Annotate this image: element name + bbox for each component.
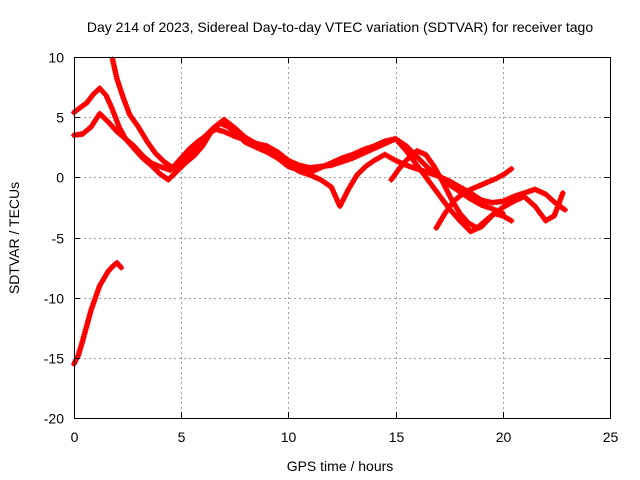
series-markers (433, 165, 515, 231)
y-axis-label: SDTVAR / TECUs (6, 182, 22, 294)
y-tick-label: -10 (44, 291, 64, 307)
series-track-d (388, 147, 515, 231)
x-tick-label: 5 (178, 429, 186, 445)
x-axis-label: GPS time / hours (287, 458, 394, 474)
y-tick-label: -15 (44, 351, 64, 367)
series-track-e (433, 165, 515, 231)
series-markers (71, 259, 125, 367)
x-tick-label: 15 (389, 429, 405, 445)
y-tick-label: 0 (56, 170, 64, 186)
y-tick-label: 5 (56, 110, 64, 126)
y-tick-label: 10 (48, 50, 64, 66)
y-tick-label: -20 (44, 411, 64, 427)
series-track-f (71, 259, 125, 367)
x-tick-label: 25 (603, 429, 619, 445)
x-tick-label: 0 (71, 429, 79, 445)
data-series (71, 56, 568, 367)
axis-ticks: 0 5 10 15 20 25 -20 -15 -10 -5 0 5 10 (44, 50, 619, 446)
series-markers (388, 147, 515, 231)
series-markers (109, 56, 566, 235)
x-tick-label: 10 (281, 429, 297, 445)
series-track-c (109, 56, 566, 235)
y-tick-label: -5 (52, 231, 65, 247)
x-tick-label: 20 (496, 429, 512, 445)
grid (74, 57, 610, 418)
chart-title: Day 214 of 2023, Sidereal Day-to-day VTE… (87, 19, 594, 35)
